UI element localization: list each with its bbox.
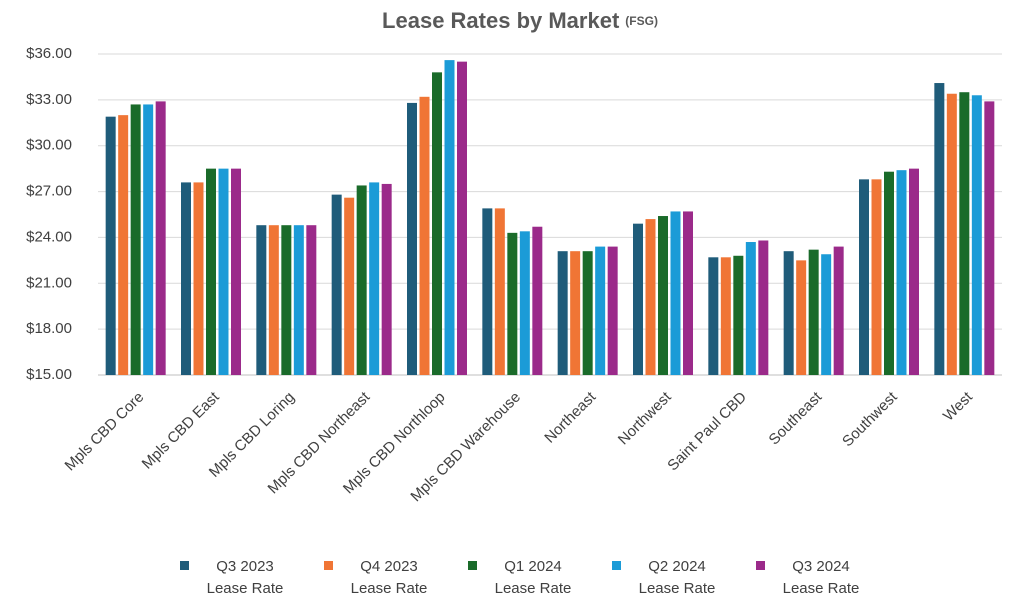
bar (281, 225, 292, 375)
bar (331, 194, 342, 375)
legend-item: Q4 2023 Lease Rate (324, 556, 439, 600)
bar (444, 60, 455, 375)
x-tick-label: Southwest (839, 388, 901, 450)
y-tick-label: $36.00 (26, 45, 72, 62)
bar (683, 211, 693, 375)
chart-title: Lease Rates by Market (FSG) (382, 8, 658, 33)
x-tick-label: Mpls CBD East (139, 388, 224, 473)
bar (946, 93, 957, 375)
legend-label: Q2 2024 Lease Rate (638, 558, 716, 597)
bar (482, 208, 493, 375)
legend-label: Q3 2024 Lease Rate (782, 558, 860, 597)
bar (821, 254, 832, 375)
bar (658, 216, 668, 375)
x-tick-label: West (940, 388, 977, 425)
bar (130, 104, 141, 375)
bar (833, 246, 844, 375)
bar (633, 223, 643, 375)
bar (984, 101, 995, 375)
bar (231, 168, 241, 375)
x-tick-label: Southeast (766, 388, 826, 448)
bar (859, 179, 869, 375)
bar (595, 246, 606, 375)
bar (959, 92, 970, 375)
bar (268, 225, 279, 375)
bar (407, 102, 417, 376)
bar (519, 231, 530, 375)
bar (896, 170, 907, 375)
bar (143, 104, 154, 375)
bar (306, 225, 317, 375)
legend: Q3 2023 Lease Rate Q4 2023 Lease Rate Q1 2… (0, 556, 1013, 604)
legend-swatch (756, 561, 765, 570)
title-note: (FSG) (625, 14, 658, 28)
chart: Lease Rates by Market (FSG) $15.00 $18.00 $… (26, 8, 1002, 505)
y-tick-label: $27.00 (26, 183, 72, 200)
x-tick-label: Northeast (541, 388, 600, 447)
legend-item: Q1 2024 Lease Rate (468, 556, 583, 600)
y-tick-label: $15.00 (26, 366, 72, 383)
bar (871, 179, 882, 375)
bar (557, 251, 568, 375)
bar (758, 240, 769, 375)
bar (105, 116, 116, 376)
legend-item: Q3 2023 Lease Rate (180, 556, 295, 600)
x-tick-label: Northwest (615, 388, 675, 448)
bar (356, 185, 367, 375)
bar (181, 182, 191, 375)
bar (532, 226, 543, 375)
x-tick-label: Saint Paul CBD (664, 388, 750, 474)
bar (494, 208, 505, 375)
bar (783, 251, 794, 375)
y-tick-label: $33.00 (26, 91, 72, 108)
legend-label: Q3 2023 Lease Rate (206, 558, 284, 597)
x-tick-label: Mpls CBD Core (62, 389, 148, 475)
bar (733, 255, 744, 375)
bar (720, 257, 731, 375)
bar (708, 257, 719, 375)
bar (745, 242, 756, 375)
y-tick-label: $18.00 (26, 320, 72, 337)
bar (457, 61, 467, 376)
bar (934, 83, 945, 376)
bar (607, 246, 618, 375)
legend-swatch (612, 561, 621, 570)
y-tick-label: $30.00 (26, 137, 72, 154)
bar (206, 168, 216, 375)
bar (381, 183, 392, 375)
bar (808, 249, 819, 375)
bar (971, 95, 982, 376)
bar (670, 211, 681, 375)
bar (884, 171, 894, 375)
y-tick-label: $24.00 (26, 228, 72, 245)
bar (507, 232, 518, 375)
bar (419, 96, 430, 376)
bar (293, 225, 304, 375)
legend-item: Q2 2024 Lease Rate (612, 556, 727, 600)
legend-item: Q3 2024 Lease Rate (756, 556, 871, 600)
bar (193, 182, 204, 375)
legend-swatch (180, 561, 189, 570)
bar (344, 197, 355, 375)
bar (796, 260, 807, 375)
bar (369, 182, 380, 375)
bar (645, 219, 656, 375)
bar (570, 251, 581, 375)
legend-swatch (324, 561, 333, 570)
bar (582, 251, 593, 375)
title-main: Lease Rates by Market (382, 8, 620, 33)
bar (432, 72, 442, 375)
legend-swatch (468, 561, 477, 570)
legend-label: Q1 2024 Lease Rate (494, 558, 572, 597)
bar (909, 168, 919, 375)
legend-label: Q4 2023 Lease Rate (350, 558, 428, 597)
bar (218, 168, 229, 375)
bar (256, 225, 267, 375)
y-tick-label: $21.00 (26, 274, 72, 291)
bar (155, 101, 166, 375)
bar (118, 115, 129, 376)
